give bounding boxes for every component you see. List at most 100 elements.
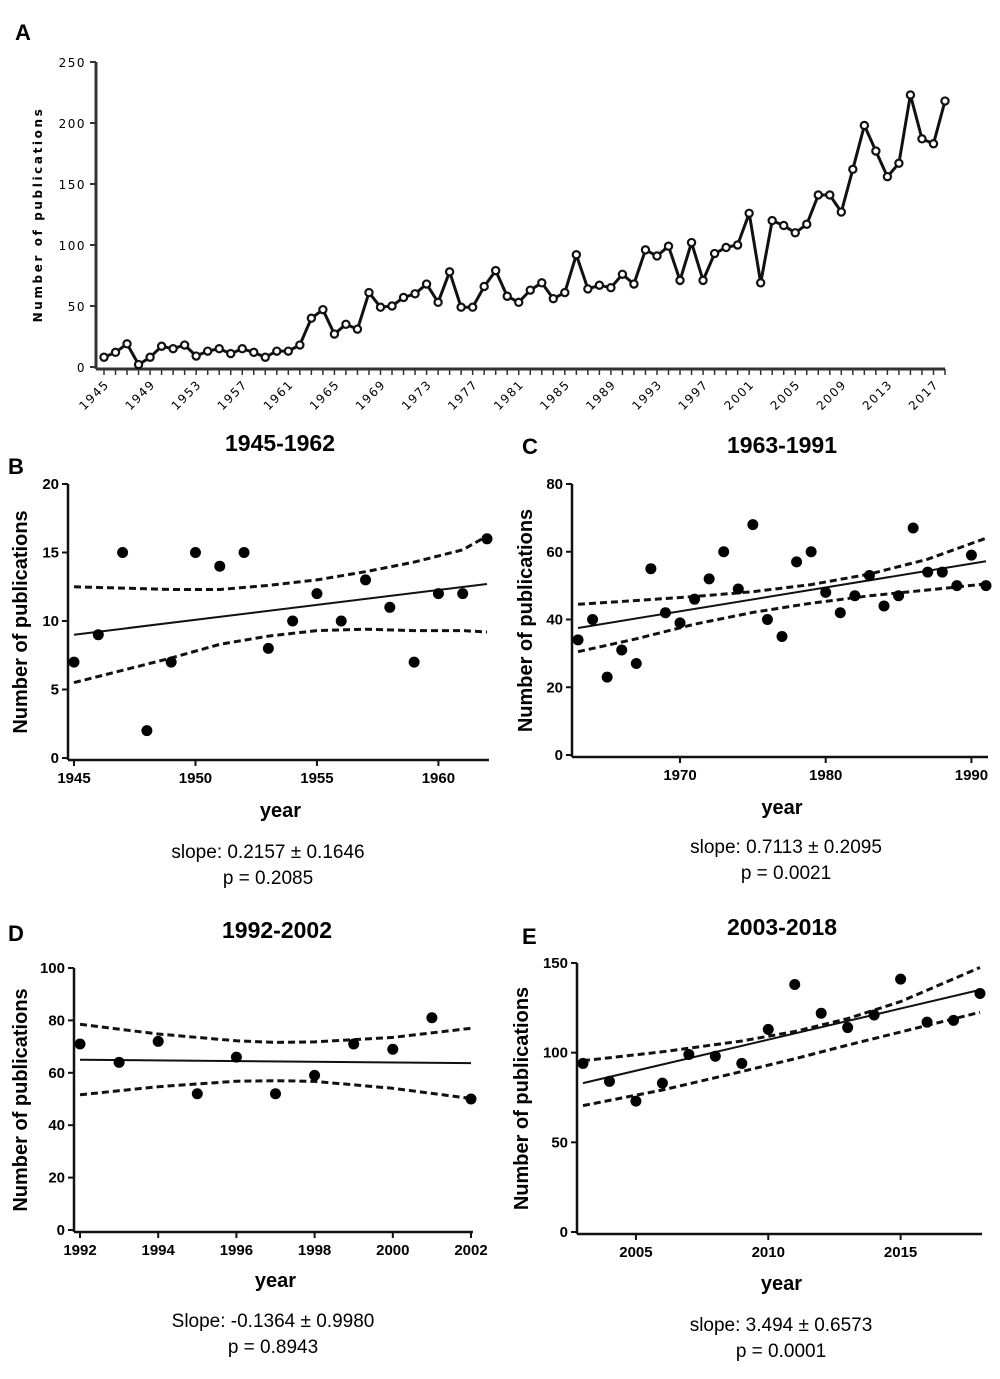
data-point (980, 580, 992, 592)
x-tick-label: 2010 (752, 1244, 785, 1261)
data-point (791, 556, 803, 568)
ci-lower-line (582, 1010, 981, 1108)
data-point (863, 569, 875, 581)
data-point (630, 1095, 642, 1107)
data-point (387, 1043, 399, 1055)
data-point (936, 566, 948, 578)
data-point (652, 251, 662, 261)
data-point (747, 519, 759, 531)
ci-upper-line (79, 1022, 472, 1044)
x-tick-label: 1993 (629, 377, 665, 413)
data-point (842, 1022, 854, 1034)
data-point (191, 1088, 203, 1100)
y-axis-label: Number of publications (31, 107, 45, 323)
data-point (815, 1007, 827, 1019)
data-point (295, 340, 305, 350)
data-point (465, 1093, 477, 1105)
data-point (825, 190, 835, 200)
x-tick-label: 1990 (955, 767, 988, 784)
x-tick-label: 1981 (491, 377, 527, 413)
data-point (68, 656, 80, 668)
data-point (922, 566, 934, 578)
data-point (948, 1014, 960, 1026)
data-point (502, 291, 512, 301)
data-point (965, 549, 977, 561)
data-point (179, 340, 190, 350)
data-point (421, 279, 432, 289)
x-tick-label: 2005 (768, 377, 804, 413)
data-point (237, 344, 247, 354)
data-point (329, 329, 340, 339)
data-point (907, 522, 919, 534)
data-point (721, 242, 731, 253)
y-tick-label: 100 (59, 239, 86, 253)
y-tick-label: 20 (48, 1170, 65, 1187)
data-point (230, 1051, 242, 1063)
y-tick-label: 80 (546, 476, 563, 493)
data-point (537, 278, 547, 288)
data-point (630, 658, 642, 670)
data-point (214, 344, 224, 354)
data-point (698, 275, 708, 286)
data-point (410, 289, 420, 299)
data-point (683, 1048, 695, 1060)
x-tick-label: 1989 (583, 377, 619, 413)
data-point (341, 319, 351, 329)
data-point (306, 313, 317, 323)
y-tick-label: 60 (48, 1065, 65, 1082)
data-point (709, 1050, 721, 1062)
fit-line (79, 1058, 472, 1065)
x-tick-label: 1969 (353, 377, 389, 413)
x-tick-label: 1955 (300, 770, 333, 787)
data-point (895, 973, 907, 985)
data-point (617, 269, 628, 279)
data-point (335, 615, 347, 627)
y-tick-label: 0 (77, 361, 86, 375)
panel-letter-a: A (15, 20, 31, 45)
y-axis-label: Number of publications (511, 987, 533, 1210)
chart-title: 1992-2002 (222, 917, 332, 943)
x-tick-label: 1980 (809, 767, 842, 784)
panel-c-scatter-chart: 1963-1991 0 20 40 60 80 1970 1980 1990 year Number… (515, 432, 992, 884)
data-point (789, 979, 801, 991)
slope-stat: Slope: -0.1364 ± 0.9980 (172, 1311, 375, 1332)
data-point (262, 642, 274, 654)
panel-letter-d: D (8, 921, 24, 946)
data-point (260, 352, 270, 362)
x-axis-label: year (260, 800, 301, 822)
x-tick-label: 1996 (220, 1242, 253, 1259)
data-point (790, 228, 800, 238)
p-value-stat: p = 0.2085 (223, 868, 313, 889)
data-point (572, 634, 584, 646)
data-point (583, 284, 593, 294)
data-point (616, 644, 628, 656)
data-point (767, 215, 777, 226)
y-tick-label: 5 (51, 682, 59, 699)
data-point (571, 250, 582, 260)
data-point (287, 615, 299, 627)
panel-d-scatter-chart: 1992-2002 0 20 40 60 80 100 1992 1994 1996 1998 200… (10, 917, 488, 1358)
x-tick-label: 1985 (537, 377, 573, 413)
data-point (92, 629, 104, 641)
data-point (776, 630, 788, 642)
x-tick-label: 1957 (215, 377, 251, 413)
data-point (226, 348, 236, 359)
slope-stat: slope: 0.2157 ± 0.1646 (171, 842, 364, 863)
y-tick-label: 15 (42, 545, 59, 562)
data-point (283, 346, 294, 356)
x-tick-label: 1973 (399, 377, 435, 413)
data-point (820, 586, 832, 598)
slope-stat: slope: 0.7113 ± 0.2095 (690, 837, 882, 858)
data-point (99, 352, 109, 362)
p-value-stat: p = 0.0021 (741, 863, 831, 884)
data-point (878, 600, 890, 612)
data-point (152, 1035, 164, 1047)
data-point (659, 607, 671, 619)
data-point (594, 280, 605, 290)
x-tick-label: 1949 (122, 377, 158, 413)
x-tick-label: 1960 (422, 770, 455, 787)
x-axis-label: year (761, 1273, 802, 1295)
data-point (360, 574, 372, 586)
data-point (940, 96, 950, 106)
p-value-stat: p = 0.8943 (228, 1337, 318, 1358)
